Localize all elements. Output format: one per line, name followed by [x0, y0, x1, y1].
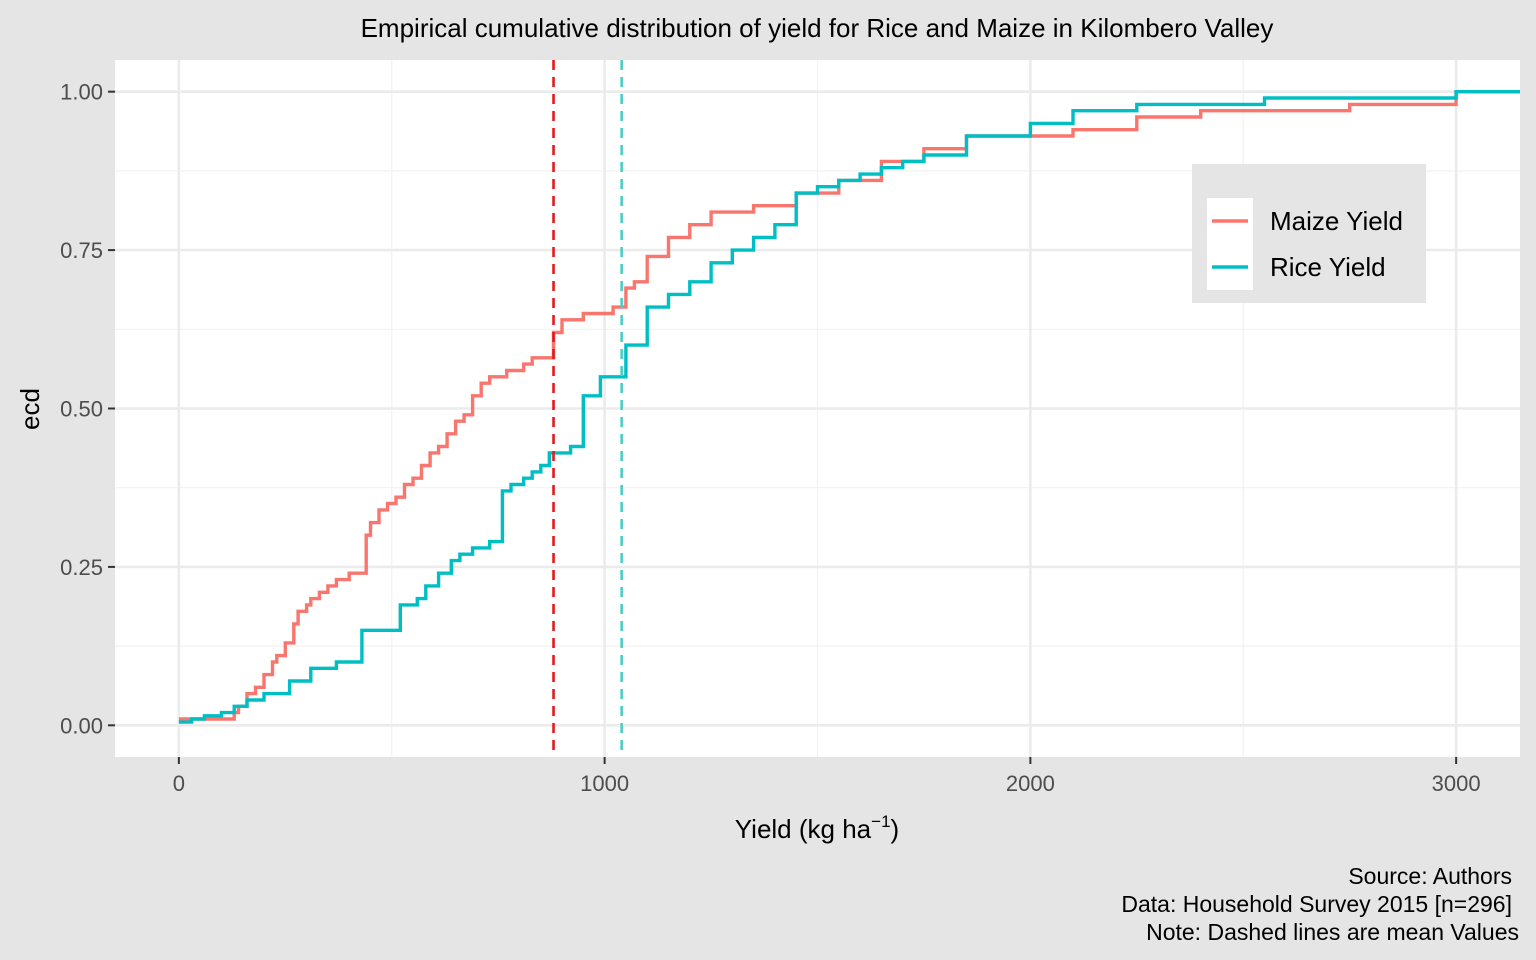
- y-axis-label: ecd: [15, 388, 45, 430]
- y-tick-label: 0.00: [60, 713, 103, 738]
- caption-line-data: Data: Household Survey 2015 [n=296]: [1121, 891, 1512, 917]
- grid-lines: [115, 60, 1520, 757]
- series-line-maize-yield: [178, 90, 1520, 721]
- mean-lines: [552, 60, 623, 757]
- axis-ticks: 0 1000 2000 3000 0.00 0.25 0.50 0.75 1.00: [60, 80, 1480, 796]
- chart-title: Empirical cumulative distribution of yie…: [361, 13, 1274, 43]
- x-axis-label-superscript: −1: [871, 812, 890, 831]
- caption-line-note: Note: Dashed lines are mean Values: [1146, 919, 1519, 945]
- series-layer: [178, 90, 1520, 724]
- x-tick-label: 2000: [1006, 771, 1055, 796]
- x-axis-label-close: ): [891, 814, 900, 844]
- x-tick-label: 0: [173, 771, 185, 796]
- y-tick-label: 0.50: [60, 397, 103, 422]
- x-axis-label-main: Yield (kg ha: [735, 814, 872, 844]
- x-tick-label: 1000: [580, 771, 629, 796]
- caption-line-source: Source: Authors: [1348, 863, 1512, 889]
- y-tick-label: 1.00: [60, 80, 103, 105]
- legend-label-rice: Rice Yield: [1270, 252, 1386, 282]
- series-line-rice-yield: [178, 90, 1520, 724]
- legend: Maize Yield Rice Yield: [1192, 164, 1426, 303]
- legend-label-maize: Maize Yield: [1270, 206, 1403, 236]
- caption: Source: Authors Data: Household Survey 2…: [1121, 863, 1519, 945]
- x-tick-label: 3000: [1432, 771, 1481, 796]
- y-tick-label: 0.25: [60, 555, 103, 580]
- x-axis-label: Yield (kg ha−1): [735, 812, 899, 844]
- y-tick-label: 0.75: [60, 238, 103, 263]
